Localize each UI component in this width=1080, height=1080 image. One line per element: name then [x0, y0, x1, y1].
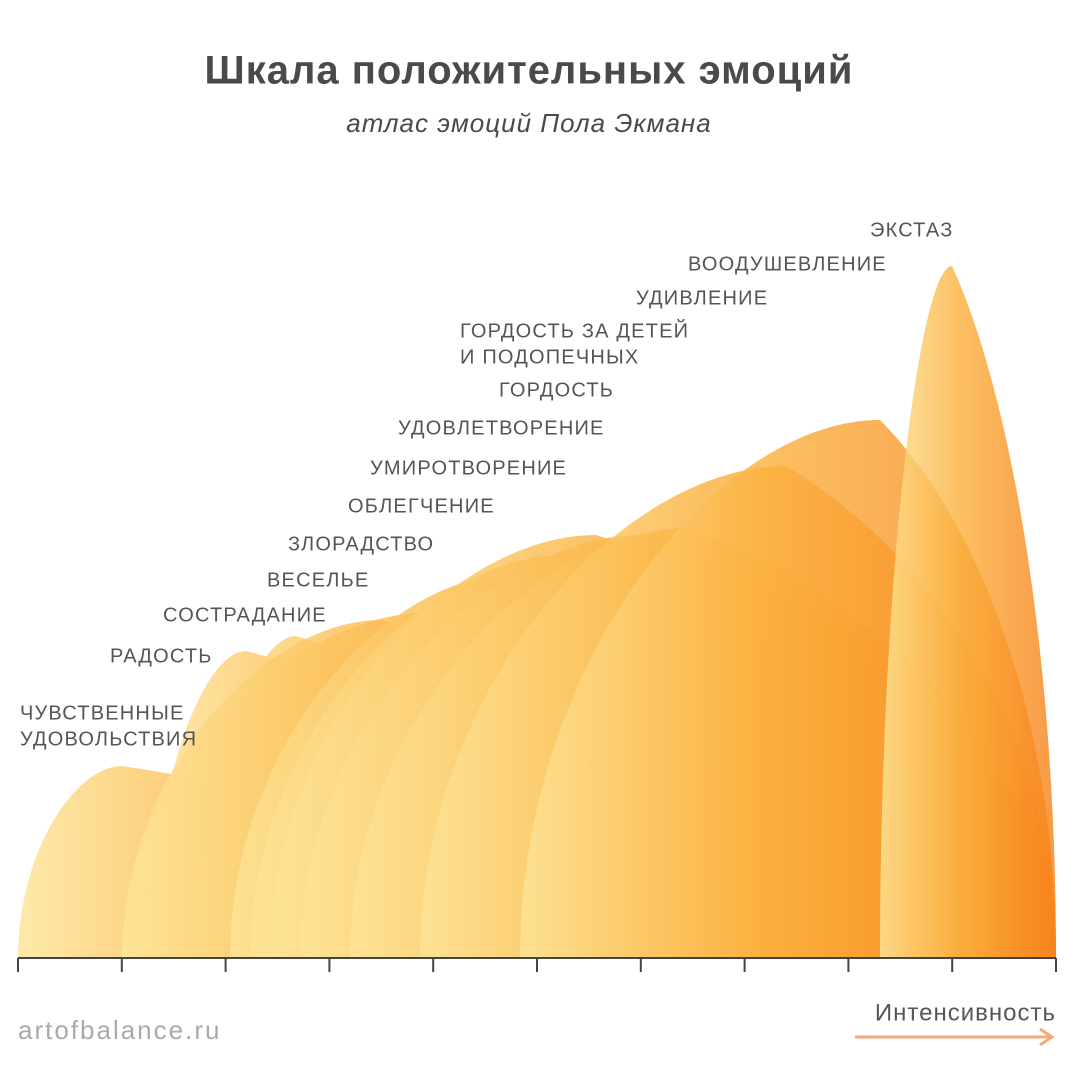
emotion-label: УДИВЛЕНИЕ: [636, 287, 768, 309]
site-name: artofbalance.ru: [18, 1015, 221, 1045]
emotion-labels: ЧУВСТВЕННЫЕ УДОВОЛЬСТВИЯ РАДОСТЬ СОСТРАДАНИ…: [20, 219, 954, 750]
emotion-label: ОБЛЕГЧЕНИЕ: [348, 495, 495, 517]
emotion-label: СОСТРАДАНИЕ: [163, 604, 327, 626]
emotion-label: УДОВЛЕТВОРЕНИЕ: [398, 417, 605, 439]
emotion-label: ЭКСТАЗ: [870, 219, 954, 241]
intensity-axis: [17, 957, 1057, 972]
emotion-label: ЧУВСТВЕННЫЕ: [20, 702, 185, 724]
emotion-shapes: [18, 266, 1056, 958]
emotion-label: И ПОДОПЕЧНЫХ: [460, 346, 639, 368]
emotion-label: УМИРОТВОРЕНИЕ: [370, 457, 567, 479]
axis-label: Интенсивность: [875, 999, 1056, 1026]
emotion-label: РАДОСТЬ: [110, 645, 213, 667]
emotion-label: ГОРДОСТЬ: [499, 379, 614, 401]
emotion-label: УДОВОЛЬСТВИЯ: [20, 728, 197, 750]
emotion-shape: [880, 266, 1056, 958]
emotion-label: ВЕСЕЛЬЕ: [267, 569, 369, 591]
title: Шкала положительных эмоций: [205, 49, 854, 93]
emotion-label: ВООДУШЕВЛЕНИЕ: [688, 253, 887, 275]
arrow-head: [1039, 1027, 1055, 1047]
emotion-label: ЗЛОРАДСТВО: [288, 533, 434, 555]
subtitle: атлас эмоций Пола Экмана: [346, 108, 711, 138]
emotion-label: ГОРДОСТЬ ЗА ДЕТЕЙ: [460, 318, 689, 342]
axis-arrow: [855, 1027, 1055, 1047]
